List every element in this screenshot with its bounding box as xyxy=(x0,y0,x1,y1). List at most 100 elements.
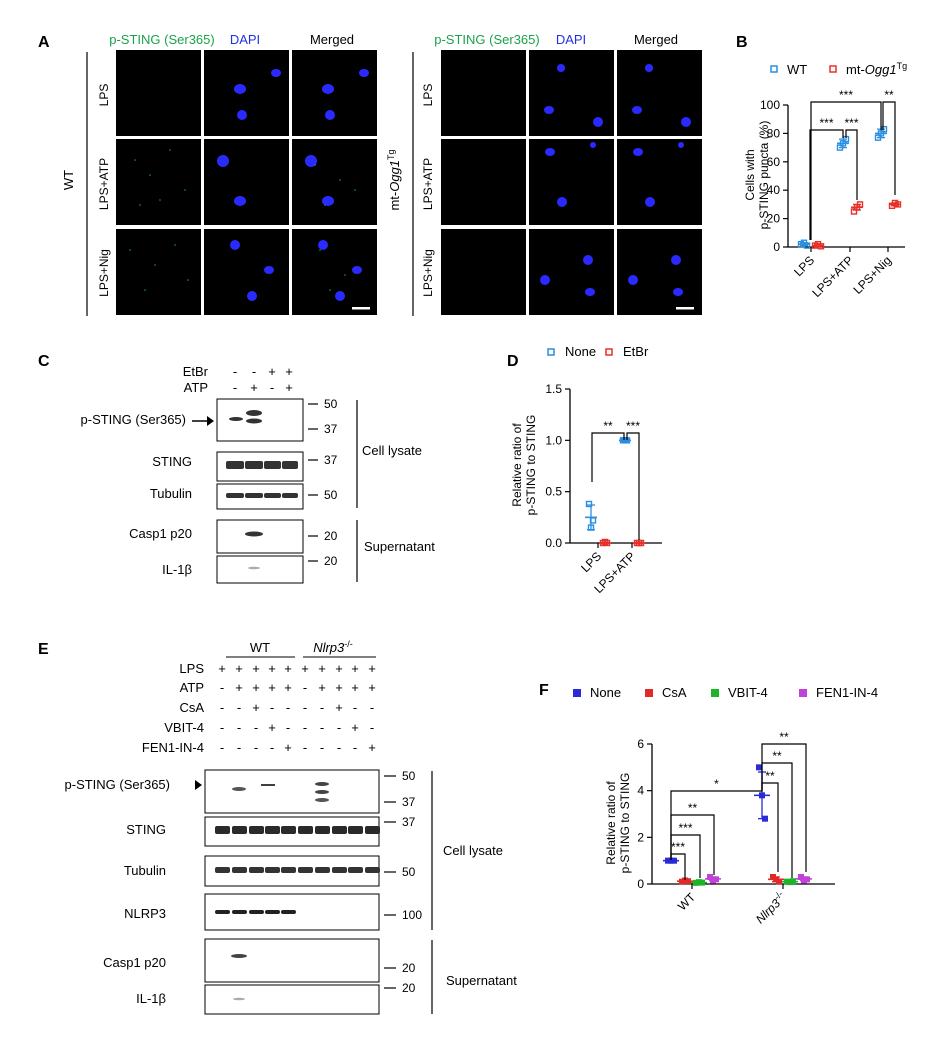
panel-d: None EtBr Relative ratio of p-STING to S… xyxy=(510,344,662,596)
e-band-tubulin xyxy=(265,867,280,873)
e-treatment-label: CsA xyxy=(179,700,204,715)
tile-wt-lps-psting xyxy=(116,50,201,136)
e-mw-label: 50 xyxy=(402,769,416,783)
row-label-lps-left: LPS xyxy=(97,84,111,107)
header-merged-right: Merged xyxy=(634,32,678,47)
legend-label: FEN1-IN-4 xyxy=(816,685,878,700)
f-ylabel-line1: Relative ratio of xyxy=(604,781,618,865)
e-treatment-value: - xyxy=(337,720,341,735)
e-band-tubulin xyxy=(332,867,347,873)
e-group-supernatant: Supernatant xyxy=(446,973,517,988)
c-treatment-value: + xyxy=(268,364,276,379)
e-treatment-value: + xyxy=(335,680,343,695)
data-point xyxy=(587,524,595,531)
c-mw-label: 20 xyxy=(324,529,338,543)
tile-mt-nig-merged xyxy=(617,229,702,315)
e-blot-label: IL-1β xyxy=(136,991,166,1006)
data-point xyxy=(603,539,611,547)
c-blot-label: p-STING (Ser365) xyxy=(81,412,186,427)
micrograph-grid-wt xyxy=(116,50,377,315)
data-point xyxy=(756,764,762,771)
y-tick-label: 0 xyxy=(773,240,780,254)
tile-mt-nig-psting xyxy=(441,229,526,315)
significance-label: ** xyxy=(779,730,789,744)
e-blot-casp1 xyxy=(204,938,380,983)
data-point xyxy=(856,201,864,208)
e-treatment-value: - xyxy=(353,740,357,755)
panel-label-d: D xyxy=(507,353,519,370)
significance-label: * xyxy=(714,777,719,791)
e-treatment-value: + xyxy=(284,661,292,676)
e-treatment-value: + xyxy=(318,680,326,695)
significance-bracket xyxy=(761,743,807,872)
c-treatment-label: ATP xyxy=(184,380,208,395)
e-treatment-value: + xyxy=(284,680,292,695)
data-point xyxy=(713,876,719,883)
legend-marker xyxy=(799,689,807,697)
tile-mt-nig-dapi xyxy=(529,229,614,315)
c-blot-label: STING xyxy=(152,454,192,469)
e-blot-label: p-STING (Ser365) xyxy=(65,777,170,792)
data-point xyxy=(762,815,768,822)
c-treatment-label: EtBr xyxy=(183,364,209,379)
panel-b: WT mt-Ogg1Tg Cells with p-STING puncta (… xyxy=(743,61,907,300)
e-blot-label: STING xyxy=(126,822,166,837)
e-treatment-value: - xyxy=(220,740,224,755)
tile-wt-lps-dapi xyxy=(204,50,289,136)
c-mw-label: 37 xyxy=(324,453,338,467)
d-marks xyxy=(585,437,645,547)
legend-marker-etbr-d xyxy=(605,348,613,356)
e-band-sting xyxy=(249,826,264,834)
c-treatment-value: + xyxy=(250,380,258,395)
e-treatment-label: FEN1-IN-4 xyxy=(142,740,204,755)
e-treatment-value: - xyxy=(270,740,274,755)
legend-label-etbr-d: EtBr xyxy=(623,344,649,359)
e-blot-label: NLRP3 xyxy=(124,906,166,921)
c-treatment-value: + xyxy=(285,364,293,379)
c-arrowhead-icon xyxy=(207,416,214,426)
data-point xyxy=(685,878,691,885)
e-treatment-value: - xyxy=(303,680,307,695)
c-treatment-value: - xyxy=(233,380,237,395)
e-blot-label: Casp1 p20 xyxy=(103,955,166,970)
e-blot-labels: p-STING (Ser365) 50 37 STING 37 Tubulin 50 NLRP… xyxy=(65,769,423,1006)
e-treatment-value: - xyxy=(320,720,324,735)
c-mw-label: 50 xyxy=(324,488,338,502)
e-treatment-value: + xyxy=(268,720,276,735)
e-mw-label: 100 xyxy=(402,908,422,922)
y-tick-label: 1.5 xyxy=(545,382,562,396)
row-label-lps-right: LPS xyxy=(421,84,435,107)
tile-wt-lps-merged xyxy=(292,50,377,136)
e-band-psting xyxy=(315,790,329,794)
e-treatment-value: - xyxy=(303,740,307,755)
e-band-il1b xyxy=(233,997,245,1001)
significance-label: *** xyxy=(839,88,853,102)
legend-marker xyxy=(573,689,581,697)
header-merged-left: Merged xyxy=(310,32,354,47)
d-significance: ** *** xyxy=(591,419,640,540)
e-treatment-value: - xyxy=(270,700,274,715)
e-treatment-value: - xyxy=(286,720,290,735)
y-tick-label: 100 xyxy=(760,98,780,112)
d-ylabel-line1: Relative ratio of xyxy=(510,423,524,507)
y-tick-label: 0 xyxy=(637,877,644,891)
group-label-mt-ogg1: mt-Ogg1Tg xyxy=(386,149,402,210)
b-significance: ****** ***** xyxy=(809,88,896,240)
e-treatment-value: + xyxy=(368,680,376,695)
e-blot-il1b xyxy=(204,984,380,1015)
e-band-sting xyxy=(365,826,380,834)
tile-wt-nig-dapi xyxy=(204,229,289,315)
scale-bar-wt xyxy=(352,307,370,310)
panel-a: p-STING (Ser365) DAPI Merged p-STING (Se… xyxy=(61,32,702,316)
panel-label-a: A xyxy=(38,34,50,51)
e-band-tubulin xyxy=(365,867,380,873)
e-treatment-value: + xyxy=(351,680,359,695)
y-tick-label: 60 xyxy=(767,155,781,169)
data-point xyxy=(707,874,713,880)
panel-e: WT Nlrp3-/- LPS + + + + + + + + + +ATP - + + + + - + + + +Cs… xyxy=(65,639,517,1015)
tile-wt-atp-merged xyxy=(292,139,377,225)
c-treatment-value: - xyxy=(270,380,274,395)
e-band-sting xyxy=(232,826,247,834)
c-treatment-value: + xyxy=(285,380,293,395)
